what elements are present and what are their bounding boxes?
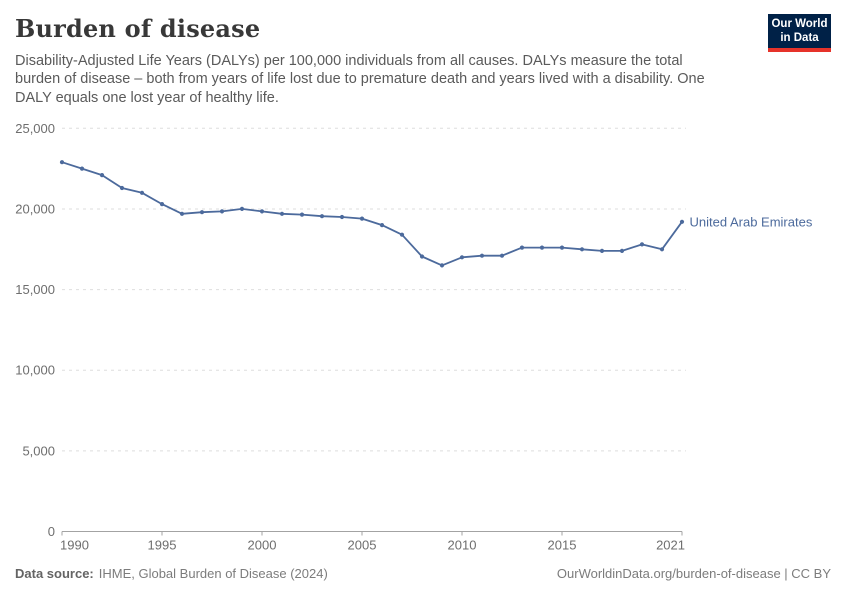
y-tick-label: 5,000 bbox=[22, 443, 55, 458]
data-point[interactable] bbox=[239, 206, 245, 211]
x-tick-label: 2000 bbox=[248, 538, 277, 553]
x-tick-label: 2021 bbox=[656, 538, 685, 553]
data-point[interactable] bbox=[179, 211, 185, 216]
data-point[interactable] bbox=[99, 173, 105, 178]
data-point[interactable] bbox=[159, 202, 165, 207]
data-point[interactable] bbox=[439, 263, 445, 268]
x-tick-label: 2005 bbox=[348, 538, 377, 553]
data-point[interactable] bbox=[679, 219, 685, 224]
data-source-label: Data source: bbox=[15, 566, 94, 581]
x-tick-label: 2015 bbox=[548, 538, 577, 553]
data-point[interactable] bbox=[419, 254, 425, 259]
data-point[interactable] bbox=[199, 210, 205, 215]
data-line[interactable] bbox=[61, 161, 683, 267]
data-point[interactable] bbox=[279, 211, 285, 216]
owid-logo[interactable]: Our World in Data bbox=[768, 14, 831, 52]
data-point[interactable] bbox=[499, 253, 505, 258]
data-point[interactable] bbox=[459, 255, 465, 260]
owid-logo-text-line2: in Data bbox=[780, 32, 819, 44]
data-point[interactable] bbox=[539, 245, 545, 250]
owid-logo-red-strip bbox=[768, 48, 831, 52]
data-source-value: IHME, Global Burden of Disease (2024) bbox=[98, 566, 328, 581]
data-point[interactable] bbox=[299, 212, 305, 217]
data-point[interactable] bbox=[639, 242, 645, 247]
data-source-note: Data source: IHME, Global Burden of Disea… bbox=[15, 566, 328, 581]
chart-footer: Data source: IHME, Global Burden of Disea… bbox=[15, 566, 831, 581]
chart-subtitle: Disability-Adjusted Life Years (DALYs) p… bbox=[15, 53, 705, 106]
y-tick-label: 10,000 bbox=[15, 363, 55, 378]
page-title: Burden of disease bbox=[15, 14, 261, 43]
y-tick-label: 0 bbox=[48, 524, 55, 539]
data-point[interactable] bbox=[339, 214, 345, 220]
x-tick-label: 1990 bbox=[60, 538, 89, 553]
entity-label[interactable]: United Arab Emirates bbox=[690, 214, 813, 229]
x-tick-label: 1995 bbox=[148, 538, 177, 553]
y-tick-label: 15,000 bbox=[15, 282, 55, 297]
data-point[interactable] bbox=[599, 248, 605, 253]
data-point[interactable] bbox=[379, 223, 385, 228]
attribution-link[interactable]: OurWorldinData.org/burden-of-disease | C… bbox=[556, 566, 831, 581]
data-point[interactable] bbox=[479, 253, 485, 258]
y-tick-label: 20,000 bbox=[15, 201, 55, 216]
data-point[interactable] bbox=[139, 190, 145, 195]
data-point[interactable] bbox=[359, 216, 365, 221]
data-point[interactable] bbox=[399, 232, 405, 237]
data-point[interactable] bbox=[259, 209, 265, 214]
data-point[interactable] bbox=[659, 247, 665, 252]
data-point[interactable] bbox=[579, 247, 585, 252]
data-point[interactable] bbox=[79, 166, 85, 171]
data-point[interactable] bbox=[559, 245, 565, 250]
data-point[interactable] bbox=[519, 245, 525, 250]
data-point[interactable] bbox=[119, 185, 125, 191]
data-point[interactable] bbox=[619, 248, 625, 253]
data-point[interactable] bbox=[219, 209, 225, 214]
data-point[interactable] bbox=[319, 214, 325, 219]
data-point[interactable] bbox=[59, 160, 65, 165]
owid-logo-text-line1: Our World bbox=[771, 17, 828, 30]
y-tick-label: 25,000 bbox=[15, 121, 55, 136]
x-tick-label: 2010 bbox=[448, 538, 477, 553]
